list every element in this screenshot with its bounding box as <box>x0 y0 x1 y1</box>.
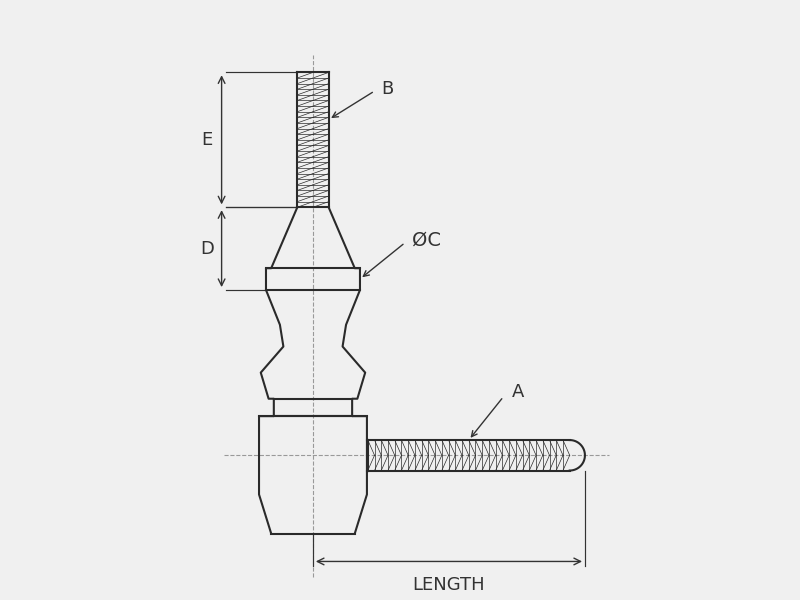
Text: LENGTH: LENGTH <box>413 576 486 594</box>
Text: ØC: ØC <box>412 230 441 250</box>
Text: D: D <box>200 239 214 257</box>
Text: E: E <box>201 131 213 149</box>
Text: A: A <box>512 383 525 401</box>
Text: B: B <box>381 80 393 98</box>
